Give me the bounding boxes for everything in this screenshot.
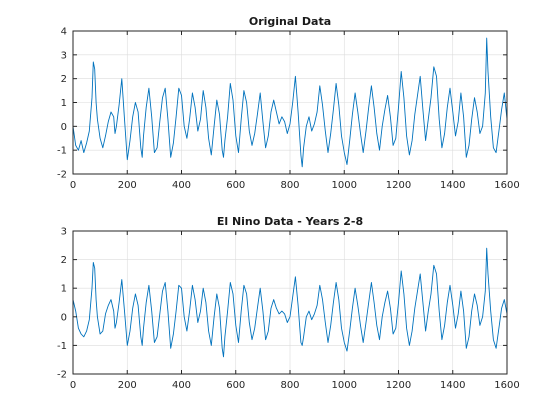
y-tick-label: 0 [61,312,67,323]
x-tick-label: 0 [70,180,76,191]
x-tick-label: 400 [172,380,191,391]
x-tick-label: 400 [172,180,191,191]
plot-title: Original Data [249,15,331,28]
y-tick-label: -1 [57,146,67,157]
x-tick-label: 800 [280,180,299,191]
x-tick-label: 600 [226,380,245,391]
x-tick-label: 0 [70,380,76,391]
y-tick-label: 0 [61,122,67,133]
series-line [72,247,508,358]
x-tick-label: 1600 [494,180,519,191]
y-tick-label: -1 [57,341,67,352]
x-tick-label: 1400 [440,380,465,391]
y-tick-label: 3 [61,227,67,238]
y-tick-label: 1 [61,98,67,109]
x-tick-label: 200 [118,180,137,191]
x-tick-label: 1200 [386,380,411,391]
y-tick-label: 3 [61,50,67,61]
x-tick-label: 1000 [332,380,357,391]
x-tick-label: 1400 [440,180,465,191]
y-tick-label: 1 [61,284,67,295]
x-tick-label: 1600 [494,380,519,391]
x-tick-label: 200 [118,380,137,391]
plot-original-data: 0 200 400 600 800 1000 1200 1400 1600 -2 -1 0 1 2 3 4 Or… [57,15,520,191]
x-tick-label: 600 [226,180,245,191]
x-tick-label: 1000 [332,180,357,191]
series-line [72,37,508,168]
y-tick-label: 2 [61,255,67,266]
y-tick-label: 2 [61,74,67,85]
x-tick-label: 800 [280,380,299,391]
plot-el-nino-years-2-8: 0 200 400 600 800 1000 1200 1400 1600 -2 -1 0 1 2 3 El … [57,215,520,391]
y-tick-label: -2 [57,370,67,381]
plot-title: El Nino Data - Years 2-8 [217,215,363,228]
x-tick-label: 1200 [386,180,411,191]
y-tick-label: 4 [61,27,67,38]
y-tick-label: -2 [57,170,67,181]
